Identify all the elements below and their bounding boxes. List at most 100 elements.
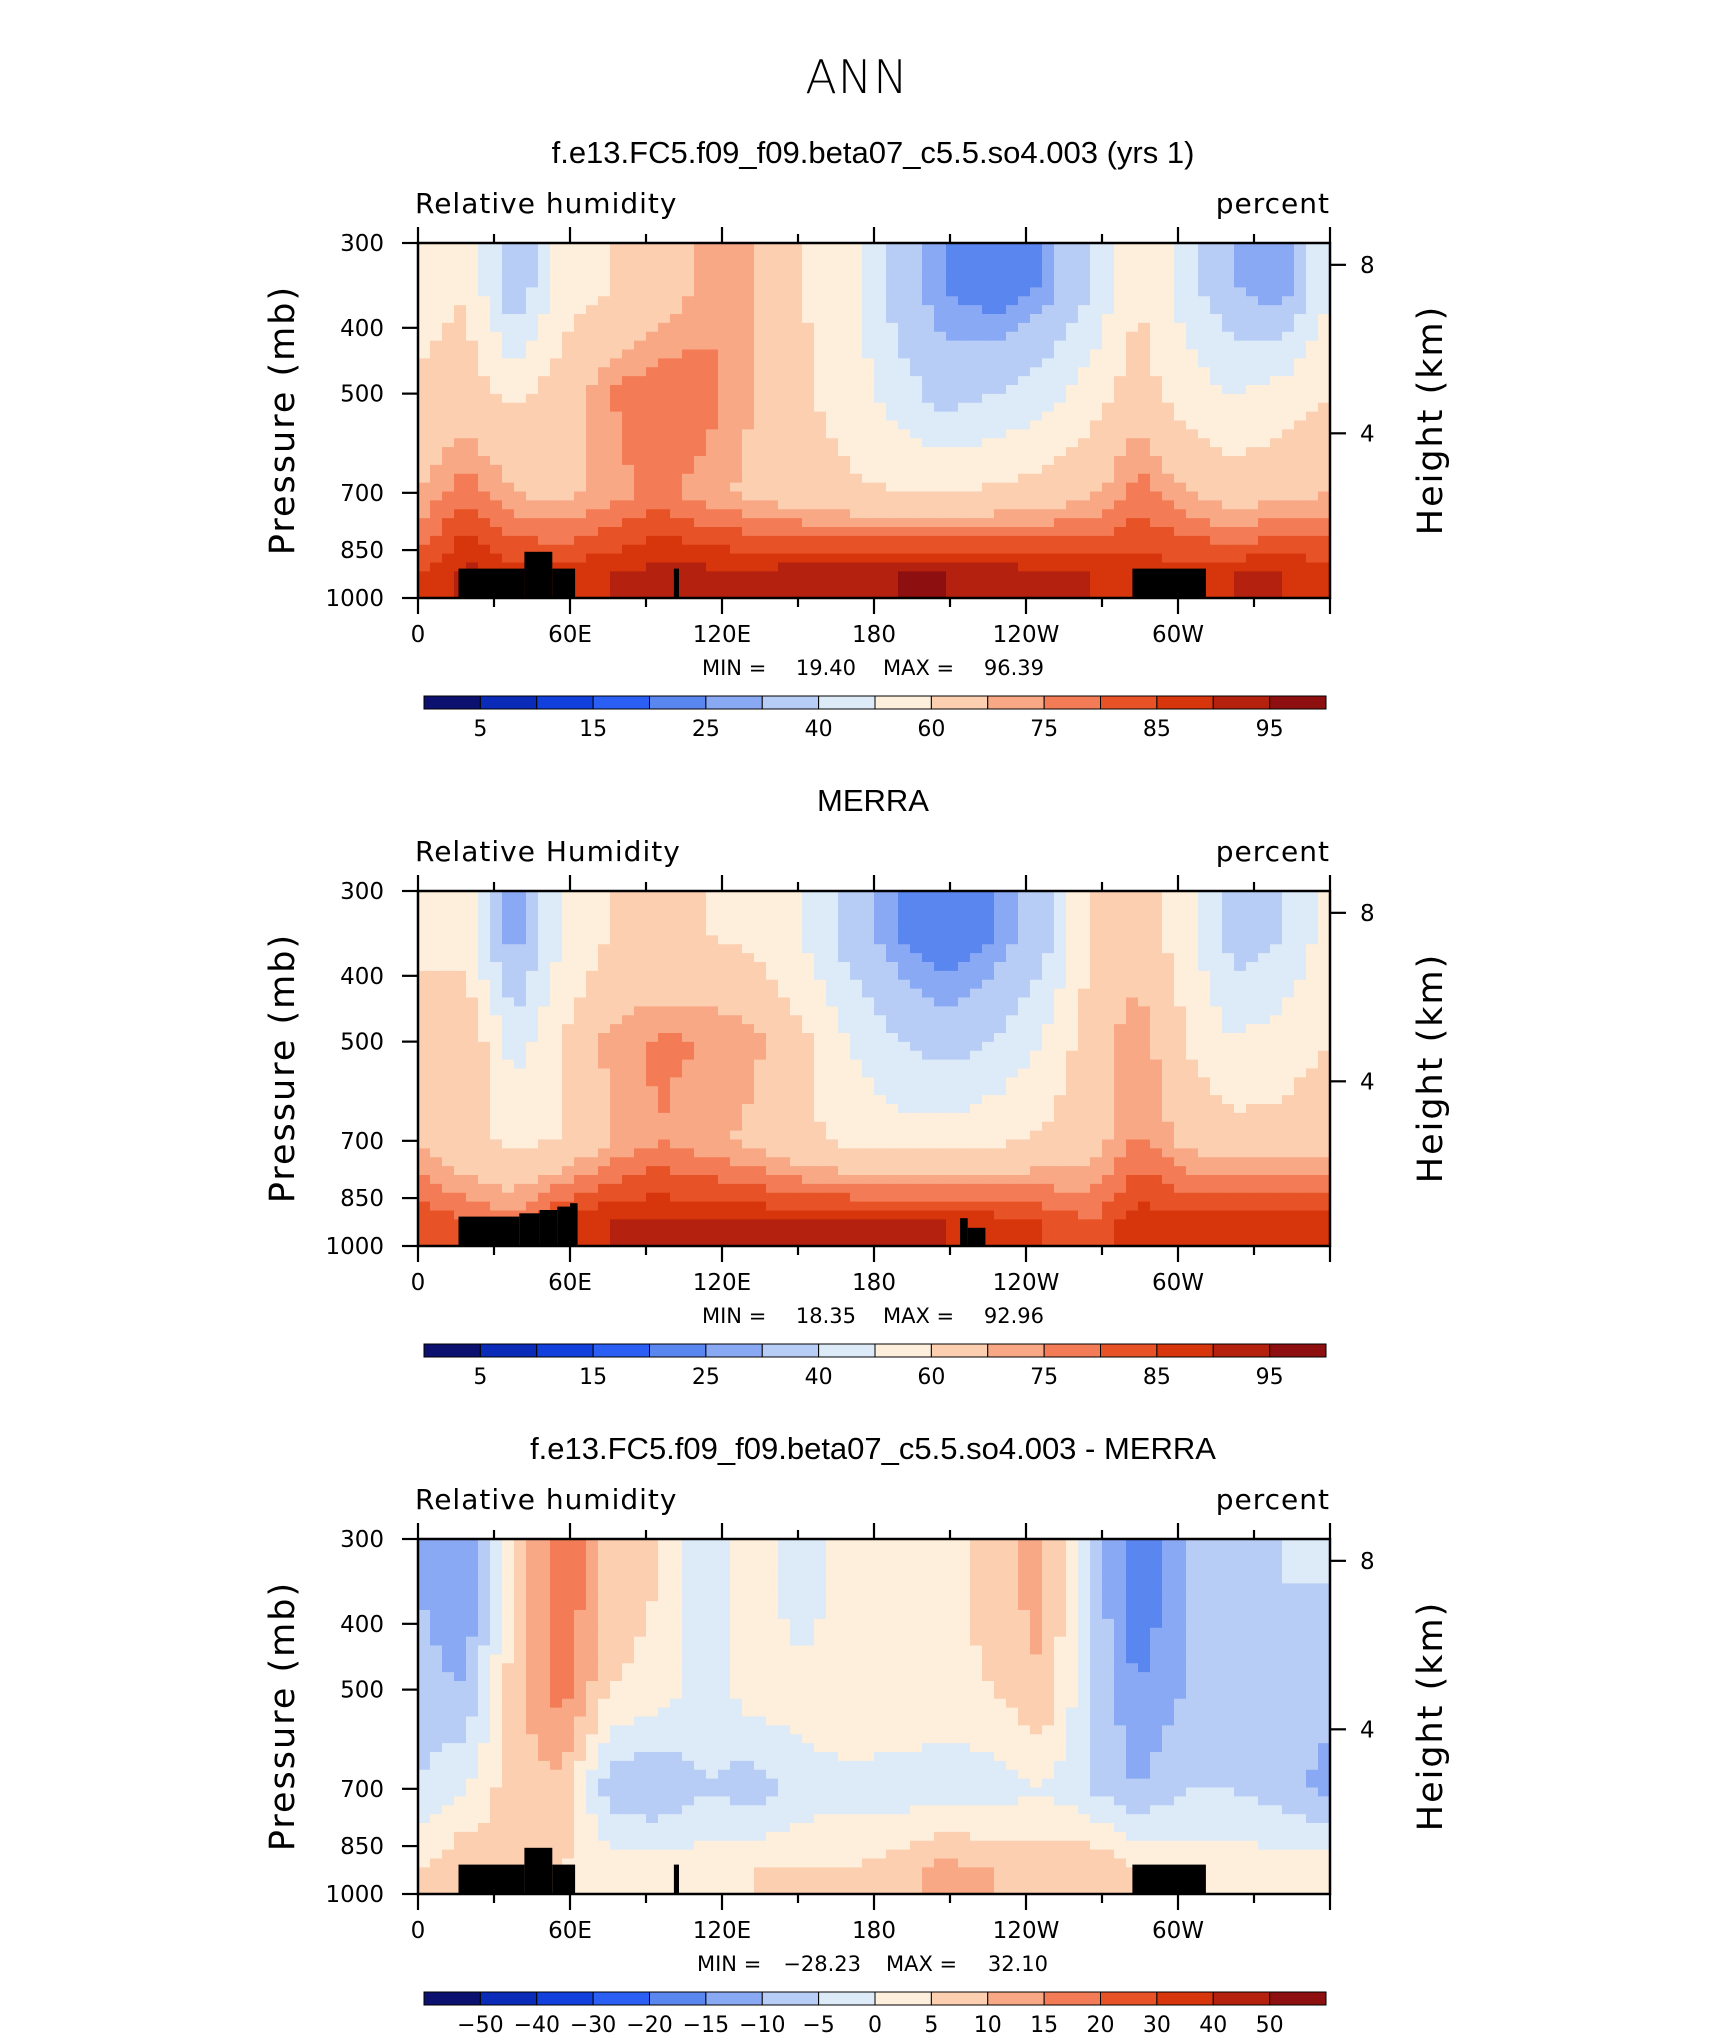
field-cell: [658, 544, 671, 555]
field-cell: [946, 314, 959, 324]
field-cell: [1090, 553, 1103, 564]
field-cell: [1090, 314, 1103, 324]
field-cell: [1090, 970, 1103, 981]
field-cell: [826, 278, 839, 288]
field-cell: [1222, 473, 1235, 484]
field-cell: [1042, 322, 1055, 333]
field-cell: [430, 269, 443, 280]
field-cell: [850, 411, 863, 422]
field-cell: [1042, 278, 1055, 288]
field-cell: [862, 331, 875, 342]
field-cell: [1318, 1024, 1331, 1034]
field-cell: [1174, 393, 1187, 404]
field-cell: [1270, 1095, 1283, 1105]
field-cell: [718, 429, 731, 439]
field-cell: [1210, 562, 1223, 572]
field-cell: [454, 367, 467, 377]
field-cell: [1066, 1006, 1079, 1016]
field-cell: [634, 1068, 647, 1078]
field-cell: [562, 456, 575, 466]
field-cell: [1078, 331, 1091, 342]
field-cell: [526, 953, 539, 963]
field-cell: [1198, 411, 1211, 422]
field-cell: [622, 500, 635, 510]
field-cell: [634, 473, 647, 484]
field-cell: [982, 1006, 995, 1016]
field-cell: [922, 1059, 935, 1070]
y-tick-label: 700: [340, 481, 384, 507]
field-cell: [1030, 340, 1043, 351]
field-cell: [598, 411, 611, 422]
field-cell: [1114, 518, 1127, 528]
field-cell: [610, 1041, 623, 1052]
field-cell: [538, 899, 551, 910]
field-cell: [1150, 562, 1163, 572]
field-cell: [802, 367, 815, 377]
field-cell: [1102, 1024, 1115, 1034]
field-cell: [994, 340, 1007, 351]
field-cell: [1078, 979, 1091, 990]
field-cell: [718, 420, 731, 430]
field-cell: [526, 420, 539, 430]
field-cell: [562, 527, 575, 537]
field-cell: [1018, 296, 1031, 306]
field-cell: [1318, 349, 1331, 359]
field-cell: [886, 1059, 899, 1070]
field-cell: [514, 1033, 527, 1043]
field-cell: [1246, 278, 1259, 288]
field-cell: [718, 1024, 731, 1034]
field-cell: [766, 571, 779, 581]
field-cell: [1078, 296, 1091, 306]
field-cell: [430, 456, 443, 466]
field-cell: [754, 287, 767, 297]
field-cell: [730, 899, 743, 910]
field-cell: [550, 464, 563, 475]
field-cell: [742, 997, 755, 1007]
field-cell: [1006, 429, 1019, 439]
field-cell: [550, 1006, 563, 1016]
field-cell: [1174, 891, 1187, 901]
field-cell: [694, 917, 707, 928]
field-cell: [526, 402, 539, 413]
field-cell: [886, 456, 899, 466]
field-cell: [778, 899, 791, 910]
field-cell: [418, 358, 431, 368]
field-cell: [970, 358, 983, 368]
field-cell: [658, 385, 671, 395]
field-cell: [610, 535, 623, 546]
field-cell: [910, 331, 923, 342]
field-cell: [1318, 518, 1331, 528]
field-cell: [1270, 393, 1283, 404]
field-cell: [610, 899, 623, 910]
field-cell: [778, 979, 791, 990]
field-cell: [790, 997, 803, 1007]
field-cell: [694, 314, 707, 324]
field-cell: [454, 447, 467, 457]
field-cell: [694, 527, 707, 537]
field-cell: [442, 1095, 455, 1105]
field-cell: [886, 1068, 899, 1078]
field-cell: [646, 979, 659, 990]
field-cell: [862, 402, 875, 413]
field-cell: [958, 1068, 971, 1078]
field-cell: [886, 1006, 899, 1016]
field-cell: [934, 314, 947, 324]
field-cell: [874, 1059, 887, 1070]
field-cell: [670, 429, 683, 439]
field-cell: [634, 402, 647, 413]
field-cell: [994, 402, 1007, 413]
field-cell: [1126, 482, 1139, 493]
field-cell: [1162, 464, 1175, 475]
field-cell: [514, 562, 527, 572]
field-cell: [802, 935, 815, 945]
field-cell: [1186, 944, 1199, 954]
field-cell: [502, 305, 515, 315]
field-cell: [910, 979, 923, 990]
field-cell: [1102, 1068, 1115, 1078]
field-cell: [1054, 1059, 1067, 1070]
field-cell: [610, 926, 623, 936]
field-cell: [1006, 322, 1019, 333]
field-cell: [454, 962, 467, 972]
field-cell: [826, 269, 839, 280]
field-cell: [1078, 1086, 1091, 1096]
